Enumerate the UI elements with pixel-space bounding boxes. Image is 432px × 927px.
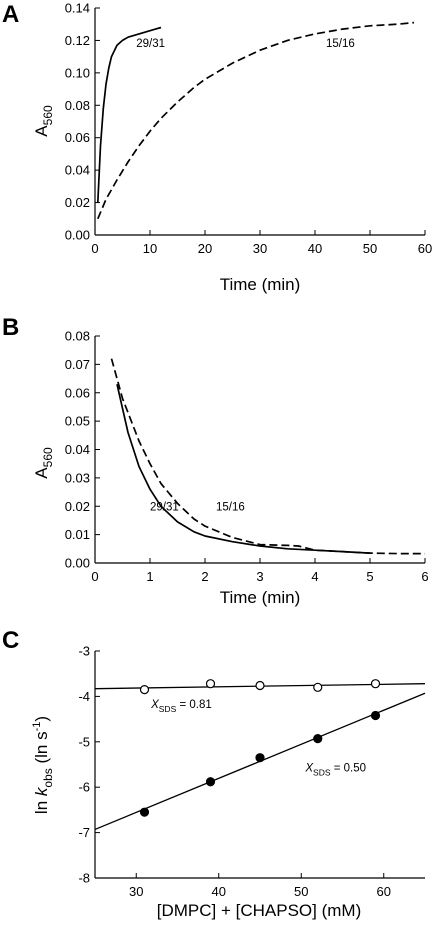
panel-b-x-tick-label: 4 [311,569,318,584]
panel-a-annotation-2: 15/16 [326,38,355,50]
panel-c-plot: 30 40 50 60 -8 -7 -6 -5 -4 -3 XSDS = 0.81 XSDS = 0.… [78,644,426,899]
panel-b-series-1-line [116,384,371,554]
panel-a-x-tick-label: 0 [91,241,98,256]
panel-b-y-tick-label: 0.03 [65,470,90,485]
panel-a-y-tick-label: 0.06 [65,130,90,145]
panel-c-y-tick-label: -3 [78,644,90,659]
panel-a-x-tick-label: 40 [308,241,322,256]
panel-b-y-tick-label: 0.04 [65,442,90,457]
panel-a-y-axis-title: A560 [32,105,55,137]
panel-c-x-tick-label: 50 [294,884,308,899]
panel-b-x-axis-title: Time (min) [220,588,301,607]
panel-a-plot: 0 10 20 30 40 50 60 0.00 0.02 0.04 0.06 0.08 0.10 0.1… [65,1,432,257]
panel-c-y-tick-label: -4 [78,689,90,704]
panel-b-x-tick-label: 5 [366,569,373,584]
panel-c-y-axis-title-unit: (ln s [32,731,51,768]
panel-b-y-tick-label: 0.00 [65,556,90,571]
panel-b: B 0 1 2 3 4 5 6 0.00 0.01 0.02 0.03 0.04 0.05 0.06 0.0… [2,314,429,607]
panel-c-y-tick-label: -5 [78,734,90,749]
panel-a-letter: A [2,1,19,28]
panel-c-annotation-1: XSDS = 0.81 [150,699,212,714]
panel-c-y-tick-label: -7 [78,825,90,840]
panel-b-y-axis-title-main: A [32,467,51,479]
panel-a-x-tick-label: 10 [143,241,157,256]
svg-text:A560: A560 [32,105,55,137]
panel-a-x-tick-label: 20 [198,241,212,256]
panel-a-x-axis-title: Time (min) [220,275,301,294]
panel-c-y-tick-label: -8 [78,871,90,886]
panel-b-x-tick-label: 6 [421,569,428,584]
panel-a-x-tick-label: 50 [363,241,377,256]
panel-a-y-axis-title-sub: 560 [41,105,55,125]
panel-c-series-1-point [139,684,150,695]
panel-c: C 30 40 50 60 -8 -7 -6 -5 -4 -3 XSDS = 0.81 XSDS = … [2,627,426,920]
panel-b-y-tick-label: 0.05 [65,414,90,429]
panel-c-y-axis-title-ln: ln [32,796,51,814]
panel-c-x-axis-title: [DMPC] + [CHAPSO] (mM) [157,901,361,920]
panel-b-x-tick-label: 0 [91,569,98,584]
panel-c-x-tick-label: 40 [212,884,226,899]
panel-c-series-2-point [139,807,150,817]
panel-b-x-tick-label: 3 [256,569,263,584]
panel-b-y-axis-title: A560 [32,447,55,479]
panel-b-y-tick-label: 0.07 [65,357,90,372]
panel-a: A 0 10 20 30 40 50 600.000.020.040.060.080.100… [2,1,432,295]
panel-c-y-axis-title-k: k [32,786,51,796]
panel-b-plot: 0 1 2 3 4 5 6 0.00 0.01 0.02 0.03 0.04 0.05 0.06 0.07 0… [65,329,429,585]
panel-b-x-tick-label: 1 [146,569,153,584]
panel-a-y-axis-title-main: A [32,125,51,137]
panel-c-y-axis-title-close: ) [32,716,51,722]
panel-a-y-tick-label: 0.14 [65,1,90,16]
panel-b-y-tick-label: 0.01 [65,527,90,542]
panel-a-y-tick-label: 0.00 [65,228,90,243]
panel-c-annotation-2: XSDS = 0.50 [304,762,366,777]
panel-c-x-tick-label: 30 [129,884,143,899]
panel-b-annotation-1: 29/31 [150,502,179,514]
panel-a-x-tick-label: 30 [253,241,267,256]
panel-b-x-tick-label: 2 [201,569,208,584]
panel-c-y-axis-title-exp: -1 [31,722,43,732]
panel-a-y-tick-label: 0.10 [65,65,90,80]
panel-b-letter: B [2,314,19,341]
panel-a-y-tick-label: 0.04 [65,163,90,178]
panel-c-series-2-point [205,777,216,787]
panel-c-series-1-point [205,679,216,689]
panel-c-series-1-point [313,682,323,692]
panel-b-series-2-line [110,358,425,555]
panel-c-y-tick-label: -6 [78,780,90,795]
panel-b-y-axis-title-sub: 560 [41,447,55,467]
panel-a-series-2-line [97,21,415,220]
panel-c-letter: C [2,627,19,654]
panel-c-y-axis-title: ln kobs (ln s-1) [31,716,55,814]
panel-a-annotation-1: 29/31 [136,38,165,50]
panel-a-series-1-line [96,26,162,203]
panel-b-annotation-2: 15/16 [216,502,245,514]
panel-c-series-1-point [370,679,381,689]
panel-c-x-tick-label: 60 [377,884,391,899]
panel-a-y-tick-label: 0.12 [65,33,90,48]
panel-c-series-2-point [370,710,381,721]
svg-text:ln kobs (ln s-1): ln kobs (ln s-1) [31,716,55,814]
panel-c-y-axis-title-obs: obs [41,768,55,787]
svg-text:A560: A560 [32,447,55,479]
panel-a-y-tick-label: 0.08 [65,98,90,113]
panel-c-series-1-point [255,680,265,691]
panel-a-x-tick-label: 60 [418,241,432,256]
panel-c-series-2-point [313,734,323,744]
panel-b-y-tick-label: 0.08 [65,329,90,344]
panel-b-y-tick-label: 0.06 [65,385,90,400]
panel-c-series-2-point [255,753,265,763]
panel-b-y-tick-label: 0.02 [65,499,90,514]
panel-a-y-tick-label: 0.02 [65,195,90,210]
